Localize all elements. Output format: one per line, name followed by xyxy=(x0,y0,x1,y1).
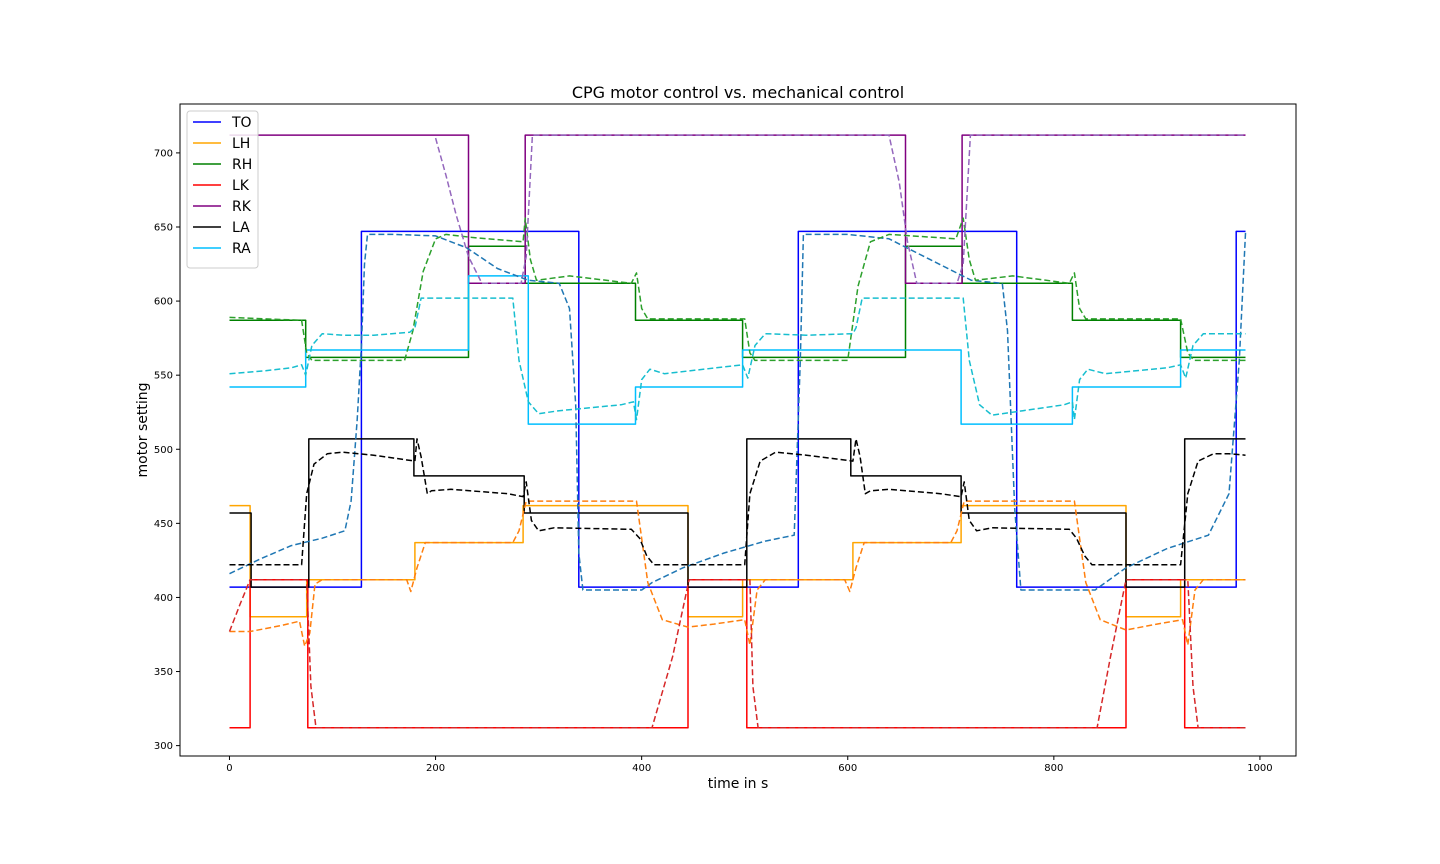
ticks-layer: 0 200 400 600 800 1000 300 350 400 450 500 550 600 65… xyxy=(154,148,1273,774)
x-tick-label: 200 xyxy=(426,763,445,774)
x-tick-label: 1000 xyxy=(1247,763,1272,774)
cpg-series-line-12 xyxy=(229,438,1246,566)
series-line-la xyxy=(229,438,1246,588)
legend: TO LH RH LK RK LA RA xyxy=(186,110,259,269)
x-axis-title: time in s xyxy=(708,776,769,792)
y-tick-label: 350 xyxy=(154,667,173,678)
y-tick-label: 400 xyxy=(154,593,173,604)
series-layer xyxy=(228,134,1247,729)
legend-label-la: LA xyxy=(232,220,250,236)
y-tick-label: 600 xyxy=(154,297,173,308)
cpg-series-line-9 xyxy=(229,217,1246,362)
legend-label-to: TO xyxy=(231,115,252,131)
cpg-series-line-8 xyxy=(229,500,1246,648)
legend-label-ra: RA xyxy=(232,241,251,257)
y-tick-label: 550 xyxy=(154,371,173,382)
x-tick-label: 800 xyxy=(1044,763,1063,774)
plot-area xyxy=(180,104,1296,756)
cpg-series-line-11 xyxy=(434,134,1246,285)
y-axis-title: motor setting xyxy=(135,383,151,478)
x-tick-label: 600 xyxy=(838,763,857,774)
y-tick-label: 500 xyxy=(154,445,173,456)
legend-label-lh: LH xyxy=(232,136,250,152)
legend-label-lk: LK xyxy=(232,178,250,194)
cpg-series-line-13 xyxy=(229,297,1246,421)
legend-label-rh: RH xyxy=(232,157,252,173)
y-tick-label: 300 xyxy=(154,741,173,752)
y-tick-label: 700 xyxy=(154,148,173,159)
cpg-series-line-10 xyxy=(228,578,1246,729)
x-tick-label: 0 xyxy=(226,763,232,774)
cpg-series-line-7 xyxy=(229,232,1247,591)
legend-label-rk: RK xyxy=(232,199,252,215)
plot-frame xyxy=(179,103,1297,757)
legend-box xyxy=(186,110,259,269)
y-tick-label: 450 xyxy=(154,519,173,530)
chart-title: CPG motor control vs. mechanical control xyxy=(572,83,904,102)
y-tick-label: 650 xyxy=(154,222,173,233)
x-tick-label: 400 xyxy=(632,763,651,774)
series-line-ra xyxy=(229,275,1246,425)
